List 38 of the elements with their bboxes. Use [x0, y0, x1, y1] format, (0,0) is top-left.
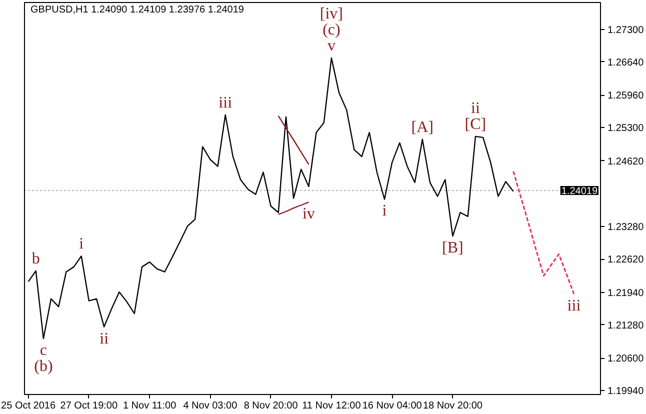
annotation: [iv] — [320, 5, 344, 22]
annotation: i — [79, 236, 84, 253]
annotation: ii — [100, 330, 110, 348]
y-tick-label: 1.23280 — [608, 222, 644, 234]
x-tick-label: 27 Oct 19:00 — [60, 400, 118, 412]
annotation: b — [32, 250, 40, 268]
y-tick-label: 1.27300 — [608, 24, 644, 36]
y-tick-label: 1.19940 — [608, 386, 644, 398]
x-tick-label: 8 Nov 20:00 — [244, 400, 298, 412]
annotation: [B] — [442, 240, 464, 257]
y-tick-label: 1.20600 — [608, 354, 644, 365]
x-tick-label: 1 Nov 11:00 — [122, 400, 177, 412]
x-tick-label: 11 Nov 12:00 — [302, 400, 362, 412]
y-tick-label: 1.26640 — [608, 57, 644, 68]
chart-title: GBPUSD,H1 1.24090 1.24109 1.23976 1.24019 — [30, 4, 244, 16]
y-tick-label: 1.21280 — [608, 320, 644, 332]
y-tick-label: 1.21940 — [608, 288, 644, 299]
annotation: [C] — [464, 116, 486, 133]
annotation: ii — [471, 100, 480, 117]
annotation: iv — [302, 206, 315, 223]
annotation: (c) — [322, 21, 340, 38]
x-tick-label: 25 Oct 2016 — [1, 400, 56, 412]
annotation: c — [40, 342, 48, 360]
annotation: (b) — [34, 358, 53, 376]
y-tick-label: 1.22620 — [608, 254, 644, 266]
y-tick-label: 1.25300 — [608, 123, 644, 134]
y-tick-label: 1.24620 — [608, 156, 644, 168]
line-series — [278, 115, 310, 165]
annotation: iii — [567, 297, 582, 314]
x-tick-label: 18 Nov 20:00 — [422, 400, 483, 412]
annotation: i — [382, 202, 388, 220]
x-tick-label: 16 Nov 04:00 — [362, 400, 422, 412]
annotation: v — [327, 37, 336, 54]
y-tick-label: 1.25960 — [608, 90, 644, 102]
annotation: [A] — [411, 118, 434, 136]
annotation: iii — [218, 94, 233, 112]
ref-line-label: 1.24019 — [561, 186, 598, 197]
x-tick-label: 4 Nov 03:00 — [183, 400, 238, 412]
